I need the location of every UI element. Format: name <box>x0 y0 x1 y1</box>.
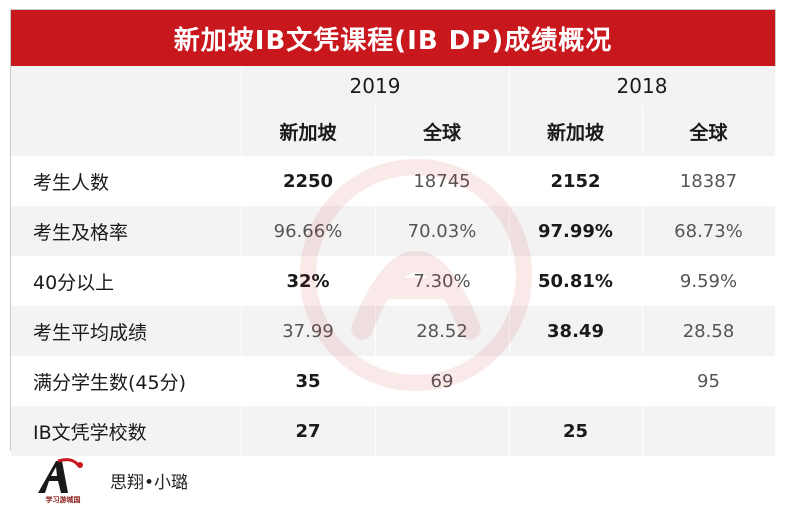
value-cell: 35 <box>241 356 376 406</box>
value-cell: 18745 <box>375 156 510 206</box>
value-cell: 18387 <box>642 156 776 206</box>
region-header: 全球 <box>642 106 776 156</box>
table-row: 40分以上 32% 7.30% 50.81% 9.59% <box>11 256 776 306</box>
value-cell: 50.81% <box>509 256 643 306</box>
footer: 学习游城国 思翔•小璐 <box>28 456 328 504</box>
table-row: 满分学生数(45分) 35 69 95 <box>11 356 776 406</box>
table-title: 新加坡IB文凭课程(IB DP)成绩概况 <box>11 10 775 66</box>
row-label: 考生平均成绩 <box>11 306 242 356</box>
value-cell: 32% <box>241 256 376 306</box>
value-cell: 28.52 <box>375 306 510 356</box>
value-cell: 9.59% <box>642 256 776 306</box>
row-label: 40分以上 <box>11 256 242 306</box>
value-cell: 27 <box>241 406 376 456</box>
value-cell: 96.66% <box>241 206 376 256</box>
value-cell: 2152 <box>509 156 643 206</box>
region-header: 新加坡 <box>509 106 643 156</box>
row-label: IB文凭学校数 <box>11 406 242 456</box>
corner-cell <box>11 66 242 106</box>
value-cell: 25 <box>509 406 643 456</box>
value-cell: 69 <box>375 356 510 406</box>
value-cell: 95 <box>642 356 776 406</box>
corner-cell <box>11 106 242 156</box>
region-header: 全球 <box>375 106 510 156</box>
value-cell: 7.30% <box>375 256 510 306</box>
brand-name: 思翔•小璐 <box>110 472 189 493</box>
row-label: 满分学生数(45分) <box>11 356 242 406</box>
a-letter-logo-icon: 学习游城国 <box>28 457 98 504</box>
year-header-row: 2019 2018 <box>11 66 776 106</box>
region-header-row: 新加坡 全球 新加坡 全球 <box>11 106 776 156</box>
value-cell <box>375 406 510 456</box>
row-label: 考生及格率 <box>11 206 242 256</box>
table-row: 考生及格率 96.66% 70.03% 97.99% 68.73% <box>11 206 776 256</box>
year-2018-header: 2018 <box>509 66 776 106</box>
region-header: 新加坡 <box>241 106 376 156</box>
value-cell: 38.49 <box>509 306 643 356</box>
table-row: IB文凭学校数 27 25 <box>11 406 776 456</box>
ib-results-table-frame: 新加坡IB文凭课程(IB DP)成绩概况 2019 2018 新加坡 全球 新加… <box>10 9 776 456</box>
logo-mark-icon <box>38 458 83 493</box>
results-table: 2019 2018 新加坡 全球 新加坡 全球 考生人数 2250 18745 … <box>11 66 776 456</box>
table-row: 考生人数 2250 18745 2152 18387 <box>11 156 776 206</box>
value-cell: 37.99 <box>241 306 376 356</box>
value-cell: 97.99% <box>509 206 643 256</box>
logo-caption: 学习游城国 <box>45 496 81 504</box>
year-2019-header: 2019 <box>241 66 510 106</box>
value-cell: 70.03% <box>375 206 510 256</box>
table-row: 考生平均成绩 37.99 28.52 38.49 28.58 <box>11 306 776 356</box>
value-cell: 68.73% <box>642 206 776 256</box>
value-cell <box>509 356 643 406</box>
value-cell: 2250 <box>241 156 376 206</box>
value-cell <box>642 406 776 456</box>
value-cell: 28.58 <box>642 306 776 356</box>
row-label: 考生人数 <box>11 156 242 206</box>
